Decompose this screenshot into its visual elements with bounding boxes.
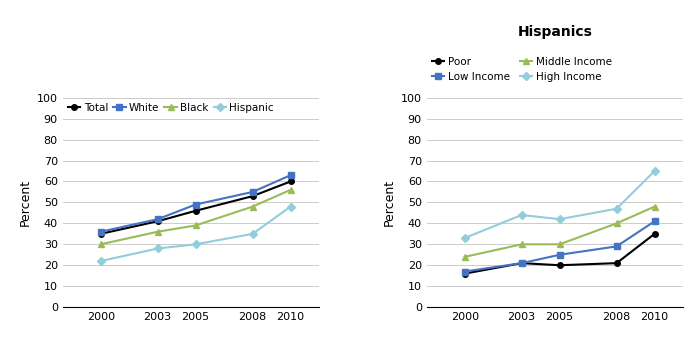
Poor: [556, 263, 564, 267]
Low Income: [613, 244, 621, 248]
Black: [192, 223, 200, 228]
Total: [153, 219, 162, 223]
Black: [153, 230, 162, 234]
High Income: [461, 236, 469, 240]
Poor: [613, 261, 621, 265]
Line: Black: Black: [98, 187, 293, 247]
Y-axis label: Percent: Percent: [18, 179, 31, 226]
Hispanic: [96, 259, 105, 263]
Middle Income: [517, 242, 526, 246]
Low Income: [517, 261, 526, 265]
Hispanic: [248, 232, 256, 236]
Total: [192, 209, 200, 213]
White: [96, 230, 105, 234]
High Income: [517, 213, 526, 217]
Line: Middle Income: Middle Income: [462, 204, 657, 260]
Line: Total: Total: [98, 179, 293, 237]
Middle Income: [461, 255, 469, 259]
Legend: Total, White, Black, Hispanic: Total, White, Black, Hispanic: [68, 103, 274, 113]
Y-axis label: Percent: Percent: [383, 179, 395, 226]
High Income: [650, 169, 659, 173]
Black: [96, 242, 105, 246]
Text: Hispanics: Hispanics: [517, 25, 592, 39]
Poor: [461, 272, 469, 276]
Total: [286, 179, 295, 184]
Poor: [517, 261, 526, 265]
Black: [286, 188, 295, 192]
Middle Income: [556, 242, 564, 246]
Line: Low Income: Low Income: [462, 218, 657, 274]
Low Income: [461, 269, 469, 274]
Low Income: [650, 219, 659, 223]
Line: Hispanic: Hispanic: [98, 204, 293, 264]
Hispanic: [192, 242, 200, 246]
White: [248, 190, 256, 194]
Total: [96, 232, 105, 236]
White: [153, 217, 162, 221]
Black: [248, 205, 256, 209]
Hispanic: [153, 246, 162, 251]
Total: [248, 194, 256, 198]
Low Income: [556, 253, 564, 257]
High Income: [613, 207, 621, 211]
Hispanic: [286, 205, 295, 209]
Middle Income: [613, 221, 621, 225]
Line: White: White: [98, 172, 293, 235]
Middle Income: [650, 205, 659, 209]
Poor: [650, 232, 659, 236]
White: [286, 173, 295, 177]
High Income: [556, 217, 564, 221]
Line: Poor: Poor: [462, 231, 657, 276]
Line: High Income: High Income: [462, 168, 657, 241]
White: [192, 202, 200, 207]
Legend: Poor, Low Income, Middle Income, High Income: Poor, Low Income, Middle Income, High In…: [432, 57, 611, 82]
